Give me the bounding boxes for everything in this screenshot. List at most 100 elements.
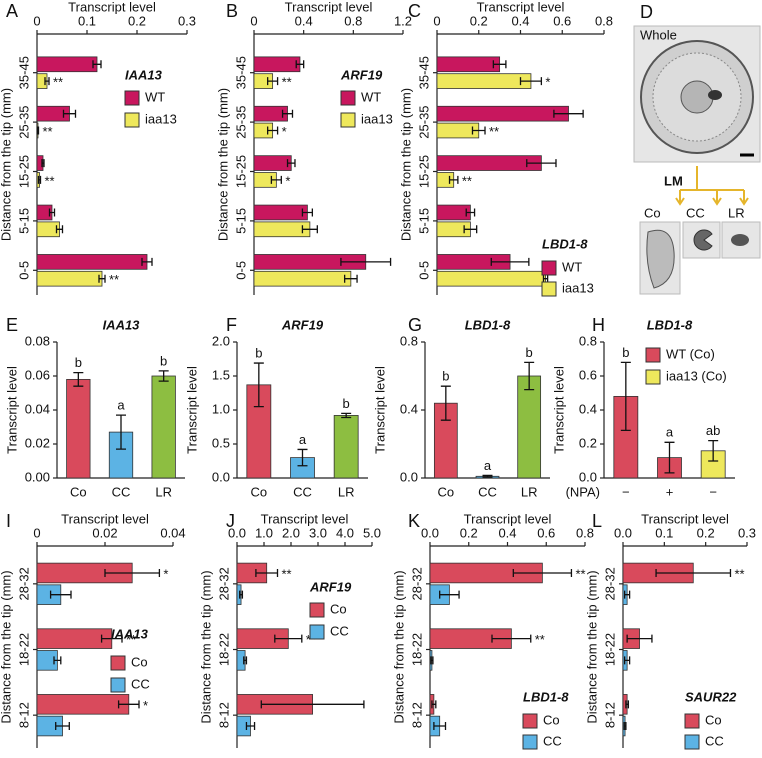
legend-label: WT (Co) xyxy=(666,346,715,361)
y-tick-label: 35-45 xyxy=(16,56,31,89)
legend-label: iaa13 xyxy=(562,280,594,295)
legend-title: LBD1-8 xyxy=(542,236,588,251)
legend-swatch xyxy=(522,734,538,750)
x-axis-title: Transcript level xyxy=(61,511,149,526)
error-bar xyxy=(542,274,549,283)
y-axis-title: Distance from the tip (mm) xyxy=(391,570,406,723)
panel-letter: F xyxy=(226,315,237,335)
error-bar xyxy=(253,362,264,408)
significance: ** xyxy=(126,632,136,647)
x-tick-label: 0.4 xyxy=(295,13,313,28)
y-axis-title: Transcript level xyxy=(372,366,387,454)
image-label: LR xyxy=(728,205,745,220)
group-letter: b xyxy=(343,396,350,411)
y-axis-title: Distance from the tip (mm) xyxy=(584,570,599,723)
significance: ** xyxy=(306,632,316,647)
error-bar xyxy=(430,656,434,665)
x-tick-label: LR xyxy=(521,484,538,499)
x-tick-label: 0.2 xyxy=(128,13,146,28)
y-tick-label: 25-35 xyxy=(233,105,248,138)
x-tick-label: CC xyxy=(293,484,312,499)
x-tick-label: 0.8 xyxy=(344,13,362,28)
y-axis-title: Transcript level xyxy=(4,366,19,454)
significance: ** xyxy=(43,124,53,139)
y-tick-label: 25-35 xyxy=(416,105,431,138)
error-bar xyxy=(281,109,294,118)
group-letter: a xyxy=(666,425,674,440)
error-bar xyxy=(55,225,64,234)
bar xyxy=(517,375,542,479)
panel-letter: J xyxy=(226,511,235,531)
y-axis-title: Transcript level xyxy=(184,366,199,454)
x-tick-label: 0.6 xyxy=(553,13,571,28)
panel-letter: H xyxy=(592,315,605,335)
error-bar xyxy=(623,722,627,731)
significance: ** xyxy=(734,566,744,581)
legend-swatch xyxy=(110,677,126,693)
y-tick-label: 0.2 xyxy=(579,435,597,450)
method-label: LM xyxy=(664,173,683,188)
legend-title: LBD1-8 xyxy=(523,689,569,704)
bar xyxy=(436,204,471,221)
x-tick-label: 3.0 xyxy=(309,525,327,540)
x-tick-label: 0.3 xyxy=(738,525,756,540)
image-label: CC xyxy=(686,205,705,220)
legend-swatch xyxy=(541,281,557,297)
error-bar xyxy=(433,722,447,731)
x-axis-title: Transcript level xyxy=(464,511,552,526)
y-tick-label: 5-15 xyxy=(233,208,248,234)
y-axis-title: Distance from the tip (mm) xyxy=(398,88,413,241)
y-tick-label: 35-45 xyxy=(416,56,431,89)
image-panel: D Whole LM Co CC LR xyxy=(633,2,761,295)
x-tick-label: 0.1 xyxy=(655,525,673,540)
y-tick-label: 28-32 xyxy=(216,567,231,600)
bar xyxy=(36,694,130,715)
bar xyxy=(253,56,301,73)
panel-letter: C xyxy=(408,1,421,21)
error-bar xyxy=(620,361,631,432)
image-label: Whole xyxy=(640,27,677,42)
legend-label: CC xyxy=(131,676,150,691)
error-bar xyxy=(708,439,719,462)
error-bar xyxy=(44,77,50,86)
bar xyxy=(253,221,311,238)
cc-tissue xyxy=(693,229,713,251)
error-bar xyxy=(53,656,62,665)
error-bar xyxy=(62,109,77,118)
chart-title: IAA13 xyxy=(103,317,141,332)
primordium xyxy=(708,90,722,100)
error-bar xyxy=(492,60,507,69)
legend-label: WT xyxy=(145,89,165,104)
legend-label: WT xyxy=(361,89,381,104)
error-bar xyxy=(655,568,732,577)
x-tick-label: 2.0 xyxy=(282,525,300,540)
error-bar xyxy=(243,656,248,665)
y-tick-label: 0.0 xyxy=(400,469,418,484)
error-bar xyxy=(463,225,478,234)
error-bar xyxy=(274,634,303,643)
x-tick-label: 0.2 xyxy=(697,525,715,540)
y-tick-label: 0.6 xyxy=(579,367,597,382)
significance: ** xyxy=(109,272,119,287)
significance: ** xyxy=(282,566,292,581)
x-tick-label: 0.3 xyxy=(178,13,196,28)
significance: ** xyxy=(282,75,292,90)
y-tick-label: 0.08 xyxy=(25,333,50,348)
y-tick-label: 15-25 xyxy=(16,155,31,188)
legend-title: IAA13 xyxy=(125,67,163,82)
y-tick-label: 0.8 xyxy=(579,333,597,348)
error-bar xyxy=(37,175,42,184)
bar xyxy=(151,375,176,479)
error-bar xyxy=(490,257,530,266)
y-axis-title: Distance from the tip (mm) xyxy=(0,570,13,723)
error-bar xyxy=(519,77,543,86)
error-bar xyxy=(439,590,460,599)
chart-title: LBD1-8 xyxy=(465,317,511,332)
x-tick-label: Co xyxy=(251,484,268,499)
x-tick-label: 0.6 xyxy=(537,525,555,540)
legend-swatch xyxy=(541,260,557,276)
x-axis-title: Transcript level xyxy=(261,511,349,526)
co-tissue xyxy=(646,229,675,289)
bar xyxy=(36,628,113,649)
lm-arrows xyxy=(679,166,745,202)
